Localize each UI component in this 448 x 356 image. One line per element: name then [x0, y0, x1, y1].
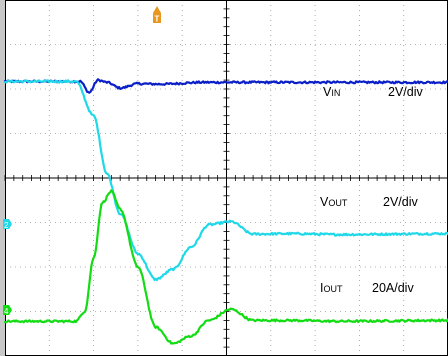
legend-iout-scale: 20A/div [372, 281, 414, 295]
legend-vout-scale: 2V/div [383, 195, 418, 209]
left-gutter [0, 0, 5, 356]
channel-2-marker-label: 2 [4, 221, 9, 230]
trigger-marker-label: T [155, 15, 160, 24]
legend-vout: VOUT 2V/div [320, 195, 418, 209]
legend-vin-scale: 2V/div [388, 85, 423, 99]
channel-4-marker[interactable]: 4 [3, 305, 12, 316]
trace-iout [3, 189, 448, 345]
waveform-traces [3, 78, 448, 345]
channel-2-marker[interactable]: 2 [3, 219, 12, 230]
legend-vin: VIN 2V/div [323, 85, 423, 99]
legend-vout-name: VOUT [320, 195, 348, 209]
channel-4-marker-label: 4 [4, 307, 9, 316]
legend-iout: IOUT 20A/div [320, 281, 414, 295]
trigger-marker[interactable]: T [153, 6, 161, 24]
trace-vout [3, 79, 448, 282]
legend-iout-name: IOUT [320, 281, 343, 295]
graticule [4, 0, 448, 356]
legend-vin-name: VIN [323, 85, 340, 99]
